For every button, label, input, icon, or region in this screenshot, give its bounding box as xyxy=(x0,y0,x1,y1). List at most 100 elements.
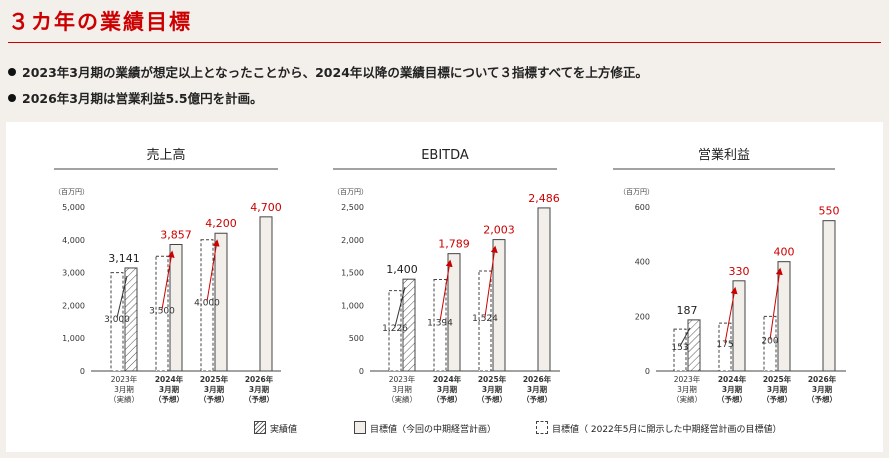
bar-current-target xyxy=(822,220,836,372)
x-tick-label: 3月期 xyxy=(677,385,697,394)
increase-arrow xyxy=(484,245,498,318)
y-tick-label: 5,000 xyxy=(62,203,85,212)
x-tick-label: 3月期 xyxy=(204,384,225,394)
x-tick-label: 3月期 xyxy=(159,384,180,394)
x-tick-label: 3月期 xyxy=(392,385,412,394)
bar-label-previous: 3,500 xyxy=(149,307,175,317)
bar-label-current: 187 xyxy=(677,304,698,317)
bar-label-previous: 1,394 xyxy=(427,318,453,328)
x-tick-label: 2023年 xyxy=(111,374,138,384)
bar-current-target xyxy=(537,207,551,372)
legend-item-actual: 実績値 xyxy=(254,421,297,435)
y-tick-label: 0 xyxy=(359,367,364,376)
x-tick-label: 3月期 xyxy=(482,384,503,394)
x-tick-label: 3月期 xyxy=(812,384,833,394)
y-tick-label: 0 xyxy=(80,367,85,376)
bar-label-current: 330 xyxy=(729,265,750,278)
bullet-dot-icon xyxy=(8,94,16,102)
title-underline xyxy=(8,42,881,43)
x-tick-label: （予想） xyxy=(807,394,837,404)
bar-current-target xyxy=(492,239,506,372)
x-tick-label: （予想） xyxy=(762,394,792,404)
legend-label: 目標値（ 2022年5月に開示した中期経営計画の目標値） xyxy=(552,425,782,435)
y-tick-label: 400 xyxy=(635,258,650,267)
increase-arrow xyxy=(769,267,783,340)
y-tick-label: 2,500 xyxy=(341,203,364,212)
bar-current-target xyxy=(732,280,746,372)
x-tick-label: 2025年 xyxy=(478,374,507,384)
increase-arrow xyxy=(724,286,738,344)
chart-title: EBITDA xyxy=(421,148,469,163)
bar-current-target xyxy=(214,232,228,372)
x-tick-label: （予想） xyxy=(477,394,507,404)
legend-item-target-previous: 目標値（ 2022年5月に開示した中期経営計画の目標値） xyxy=(536,421,782,435)
bar-label-previous: 4,000 xyxy=(194,298,220,308)
x-tick-label: （実績） xyxy=(672,394,702,404)
bullet-dot-icon xyxy=(8,68,16,76)
bar-actual xyxy=(687,319,701,372)
bar-current-target xyxy=(447,253,461,372)
bar-label-previous: 175 xyxy=(716,340,733,350)
bar-label-current: 400 xyxy=(774,246,795,259)
chart-panel: 売上高 （百万円） 0 1,000 2,000 3,000 4,000 5,000 3,000 3… xyxy=(6,122,883,452)
x-tick-label: （予想） xyxy=(199,394,229,404)
x-tick-label: 2025年 xyxy=(763,374,792,384)
y-tick-label: 1,000 xyxy=(62,334,85,343)
bar-label-current: 3,857 xyxy=(160,228,192,241)
bar-label-current: 1,789 xyxy=(438,238,470,251)
legend-label: 目標値（今回の中期経営計画） xyxy=(370,425,497,435)
increase-arrow xyxy=(206,239,220,302)
legend-item-target-current: 目標値（今回の中期経営計画） xyxy=(354,421,496,435)
bar-label-current: 1,400 xyxy=(386,263,418,276)
bar-current-target xyxy=(169,243,183,372)
bar-label-current: 550 xyxy=(819,205,840,218)
x-tick-label: 3月期 xyxy=(767,384,788,394)
increase-arrow xyxy=(394,287,406,327)
x-tick-label: 2023年 xyxy=(674,374,701,384)
chart-title: 売上高 xyxy=(146,147,185,163)
x-tick-label: （実績） xyxy=(387,394,417,404)
y-tick-label: 1,500 xyxy=(341,269,364,278)
y-tick-label: 2,000 xyxy=(341,236,364,245)
bullet-text: 2023年3月期の業績が想定以上となったことから、2024年以降の業績目標につい… xyxy=(22,65,648,80)
bar-label-previous: 200 xyxy=(761,337,778,347)
charts-svg: 売上高 （百万円） 0 1,000 2,000 3,000 4,000 5,000 3,000 3… xyxy=(54,147,846,404)
increase-arrow xyxy=(679,327,691,347)
bar-label-previous: 3,000 xyxy=(104,315,130,325)
bar-label-previous: 1,226 xyxy=(382,324,408,334)
axis-unit-label: （百万円） xyxy=(333,188,368,196)
bar-previous-target xyxy=(718,322,732,372)
bullet-item: 2023年3月期の業績が想定以上となったことから、2024年以降の業績目標につい… xyxy=(8,62,648,81)
axis-unit-label: （百万円） xyxy=(54,188,89,196)
bar-previous-target xyxy=(110,272,124,372)
hatch-swatch-icon xyxy=(254,421,266,434)
increase-arrow xyxy=(161,250,175,310)
bar-previous-target xyxy=(763,315,777,372)
y-tick-label: 200 xyxy=(635,312,650,321)
x-tick-label: 3月期 xyxy=(114,385,134,394)
bullet-text: 2026年3月期は営業利益5.5億円を計画。 xyxy=(22,91,263,106)
x-tick-label: 2026年 xyxy=(523,374,552,384)
bar-current-target xyxy=(777,261,791,372)
y-tick-label: 1,000 xyxy=(341,301,364,310)
x-tick-label: 2026年 xyxy=(808,374,837,384)
y-tick-label: 3,000 xyxy=(62,269,85,278)
x-tick-label: （実績） xyxy=(109,394,139,404)
bar-actual xyxy=(402,278,416,372)
page-title: ３カ年の業績目標 xyxy=(8,10,192,34)
x-tick-label: 2026年 xyxy=(245,374,274,384)
bar-label-previous: 153 xyxy=(671,343,688,353)
y-tick-label: 4,000 xyxy=(62,236,85,245)
x-tick-label: （予想） xyxy=(717,394,747,404)
bar-previous-target xyxy=(155,255,169,372)
y-tick-label: 500 xyxy=(349,334,364,343)
x-tick-label: 3月期 xyxy=(437,384,458,394)
x-tick-label: 3月期 xyxy=(249,384,270,394)
y-tick-label: 0 xyxy=(645,367,650,376)
bar-previous-target xyxy=(200,239,214,372)
x-tick-label: 3月期 xyxy=(722,384,743,394)
increase-arrow xyxy=(116,275,128,318)
bullet-item: 2026年3月期は営業利益5.5億円を計画。 xyxy=(8,88,263,107)
bar-label-current: 2,003 xyxy=(483,224,515,237)
bar-label-current: 3,141 xyxy=(108,252,140,265)
